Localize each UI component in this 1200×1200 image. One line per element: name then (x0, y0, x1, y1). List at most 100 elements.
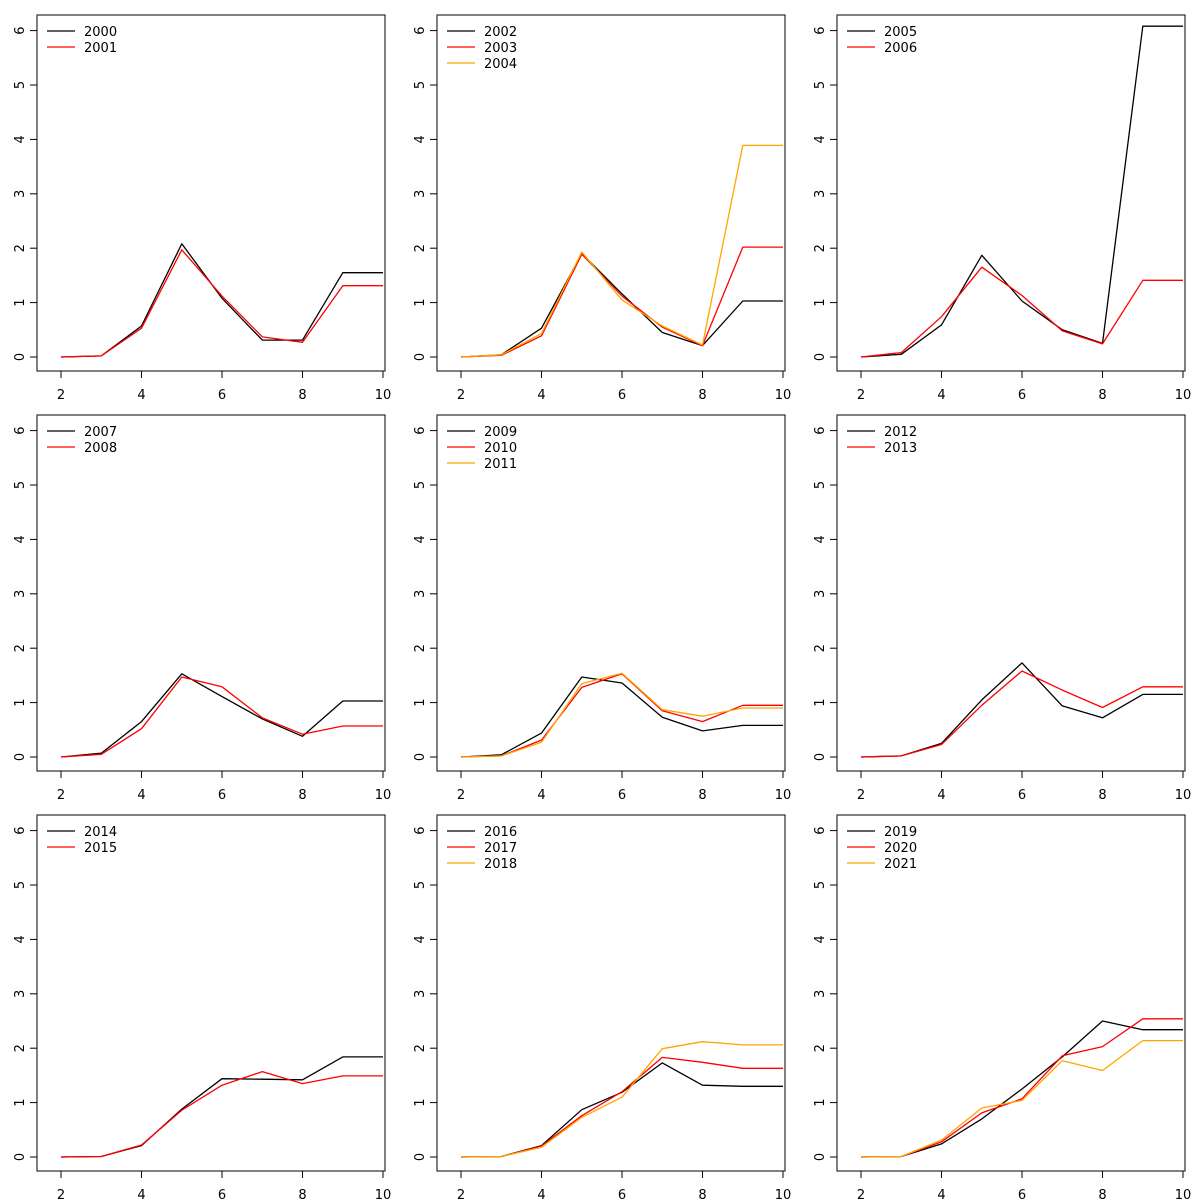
y-tick-label: 0 (813, 353, 828, 361)
y-tick-label: 2 (413, 644, 428, 652)
y-tick-label: 0 (413, 1153, 428, 1161)
x-tick-label: 10 (375, 1188, 392, 1200)
x-tick-label: 10 (1175, 388, 1192, 403)
series-line-2021 (860, 1039, 1183, 1158)
x-tick-label: 4 (137, 388, 145, 403)
series-line-2002 (460, 252, 783, 358)
legend-label: 2000 (84, 25, 117, 40)
y-tick-label: 1 (13, 298, 28, 306)
x-tick-label: 2 (57, 388, 65, 403)
y-tick-label: 5 (813, 881, 828, 889)
x-tick-label: 8 (698, 388, 706, 403)
x-tick-label: 6 (218, 788, 226, 803)
x-tick-label: 6 (618, 1188, 626, 1200)
y-tick-label: 0 (13, 353, 28, 361)
legend-label: 2020 (884, 841, 917, 856)
x-tick-label: 8 (698, 1188, 706, 1200)
y-tick-label: 4 (813, 935, 828, 943)
plot-frame (36, 414, 386, 772)
x-tick-label: 6 (1018, 788, 1026, 803)
legend-label: 2011 (484, 457, 517, 472)
plot-frame (836, 414, 1186, 772)
y-tick-label: 4 (413, 535, 428, 543)
legend-label: 2013 (884, 441, 917, 456)
y-tick-label: 5 (13, 481, 28, 489)
y-tick-label: 6 (413, 26, 428, 34)
legend-label: 2017 (484, 841, 517, 856)
y-tick-label: 1 (813, 1098, 828, 1106)
x-tick-label: 10 (1175, 788, 1192, 803)
y-tick-label: 3 (413, 590, 428, 598)
y-tick-label: 3 (813, 590, 828, 598)
series-line-2014 (60, 1056, 383, 1158)
legend-label: 2003 (484, 41, 517, 56)
y-tick-label: 0 (13, 1153, 28, 1161)
y-tick-label: 5 (813, 81, 828, 89)
y-tick-label: 5 (813, 481, 828, 489)
series-line-2001 (60, 249, 383, 358)
y-tick-label: 6 (413, 826, 428, 834)
x-tick-label: 10 (775, 788, 792, 803)
x-tick-label: 8 (298, 788, 306, 803)
plot-frame (36, 814, 386, 1172)
y-tick-label: 4 (813, 135, 828, 143)
legend-label: 2019 (884, 825, 917, 840)
plot-frame (836, 814, 1186, 1172)
x-tick-label: 2 (57, 788, 65, 803)
y-tick-label: 1 (813, 298, 828, 306)
x-tick-label: 4 (937, 1188, 945, 1200)
plot-frame (36, 14, 386, 372)
x-tick-label: 10 (775, 1188, 792, 1200)
legend-label: 2010 (484, 441, 517, 456)
x-tick-label: 2 (857, 788, 865, 803)
x-tick-label: 6 (218, 388, 226, 403)
y-tick-label: 2 (13, 1044, 28, 1052)
y-tick-label: 6 (813, 826, 828, 834)
x-tick-label: 2 (857, 388, 865, 403)
y-tick-label: 0 (413, 353, 428, 361)
plot-frame (436, 414, 786, 772)
y-tick-label: 4 (13, 535, 28, 543)
y-tick-label: 0 (13, 753, 28, 761)
x-tick-label: 4 (937, 788, 945, 803)
legend-label: 2007 (84, 425, 117, 440)
x-tick-label: 6 (1018, 1188, 1026, 1200)
y-tick-label: 2 (13, 244, 28, 252)
legend-label: 2008 (84, 441, 117, 456)
y-tick-label: 3 (13, 590, 28, 598)
plot-frame (436, 14, 786, 372)
legend-label: 2002 (484, 25, 517, 40)
x-tick-label: 4 (537, 388, 545, 403)
legend-label: 2015 (84, 841, 117, 856)
legend-label: 2021 (884, 857, 917, 872)
y-tick-label: 2 (13, 644, 28, 652)
series-line-2004 (460, 144, 783, 358)
x-tick-label: 6 (618, 788, 626, 803)
series-line-2000 (60, 243, 383, 358)
series-line-2003 (460, 246, 783, 358)
series-line-2015 (60, 1070, 383, 1158)
y-tick-label: 3 (13, 190, 28, 198)
y-tick-label: 6 (13, 826, 28, 834)
y-tick-label: 1 (413, 698, 428, 706)
series-line-2013 (860, 670, 1183, 758)
y-tick-label: 3 (13, 990, 28, 998)
series-line-2016 (460, 1062, 783, 1158)
series-line-2012 (860, 662, 1183, 758)
y-tick-label: 2 (813, 1044, 828, 1052)
y-tick-label: 4 (413, 135, 428, 143)
x-tick-label: 4 (137, 788, 145, 803)
y-tick-label: 2 (413, 1044, 428, 1052)
y-tick-label: 6 (13, 26, 28, 34)
y-tick-label: 5 (413, 481, 428, 489)
